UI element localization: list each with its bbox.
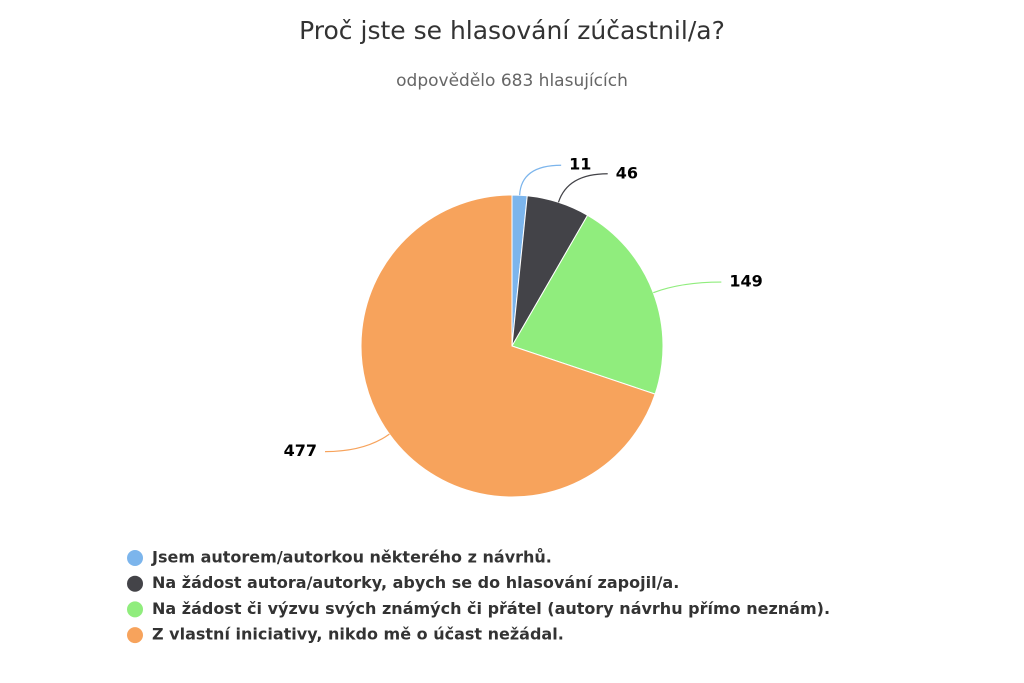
connector [325,433,390,453]
chart-subtitle: odpovědělo 683 hlasujících [396,71,628,91]
legend-label[interactable]: Jsem autorem/autorkou některého z návrhů… [151,548,552,567]
data-label: 149 [729,272,762,291]
chart-title: Proč jste se hlasování zúčastnil/a? [299,16,725,45]
connector [557,173,608,203]
legend-label[interactable]: Z vlastní iniciativy, nikdo mě o účast n… [152,625,564,644]
legend-marker[interactable] [127,627,143,644]
pie-slice [511,214,664,395]
pie-slice [360,194,656,498]
data-label: 477 [284,441,317,460]
connector [653,281,722,294]
data-label: 46 [616,163,638,182]
connector [519,164,562,196]
legend-label[interactable]: Na žádost či výzvu svých známých či přát… [152,599,830,618]
legend-marker[interactable] [127,550,143,566]
data-label: 11 [569,155,591,174]
legend-marker[interactable] [127,575,143,592]
legend-label[interactable]: Na žádost autora/autorky, abych se do hl… [152,573,679,592]
legend-marker[interactable] [127,601,143,618]
